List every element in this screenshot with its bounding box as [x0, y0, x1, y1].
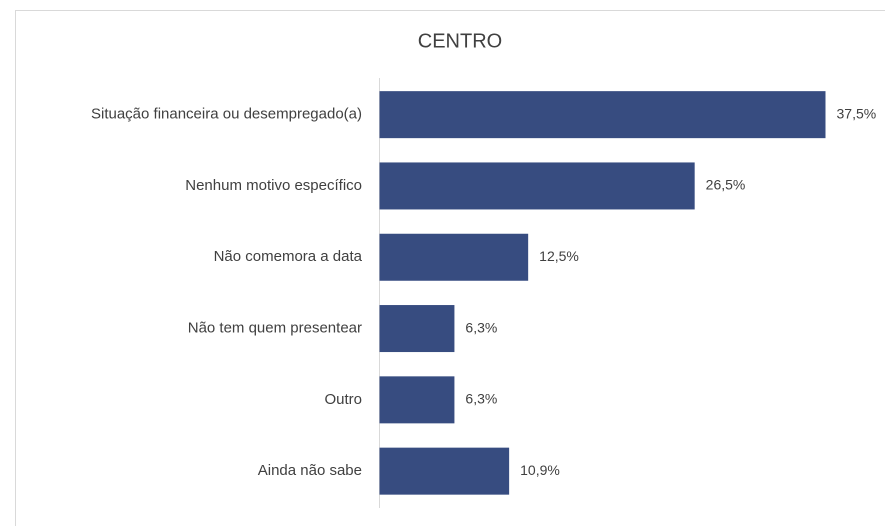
bar [379, 447, 510, 495]
value-label: 6,3% [465, 391, 497, 407]
category-label: Não tem quem presentear [188, 320, 362, 337]
category-label: Ainda não sabe [258, 462, 362, 479]
bar [379, 91, 826, 139]
bar [379, 376, 455, 424]
bar [379, 305, 455, 353]
category-label: Nenhum motivo específico [185, 177, 362, 194]
value-label: 12,5% [539, 248, 579, 264]
value-label: 6,3% [465, 319, 497, 335]
bar [379, 233, 529, 281]
value-label: 26,5% [706, 177, 746, 193]
category-label: Outro [324, 391, 362, 408]
category-label: Não comemora a data [214, 248, 363, 265]
value-label: 37,5% [837, 105, 877, 121]
bar [379, 162, 695, 210]
category-label: Situação financeira ou desempregado(a) [91, 106, 362, 123]
chart-title: CENTRO [418, 30, 502, 52]
value-label: 10,9% [520, 462, 560, 478]
